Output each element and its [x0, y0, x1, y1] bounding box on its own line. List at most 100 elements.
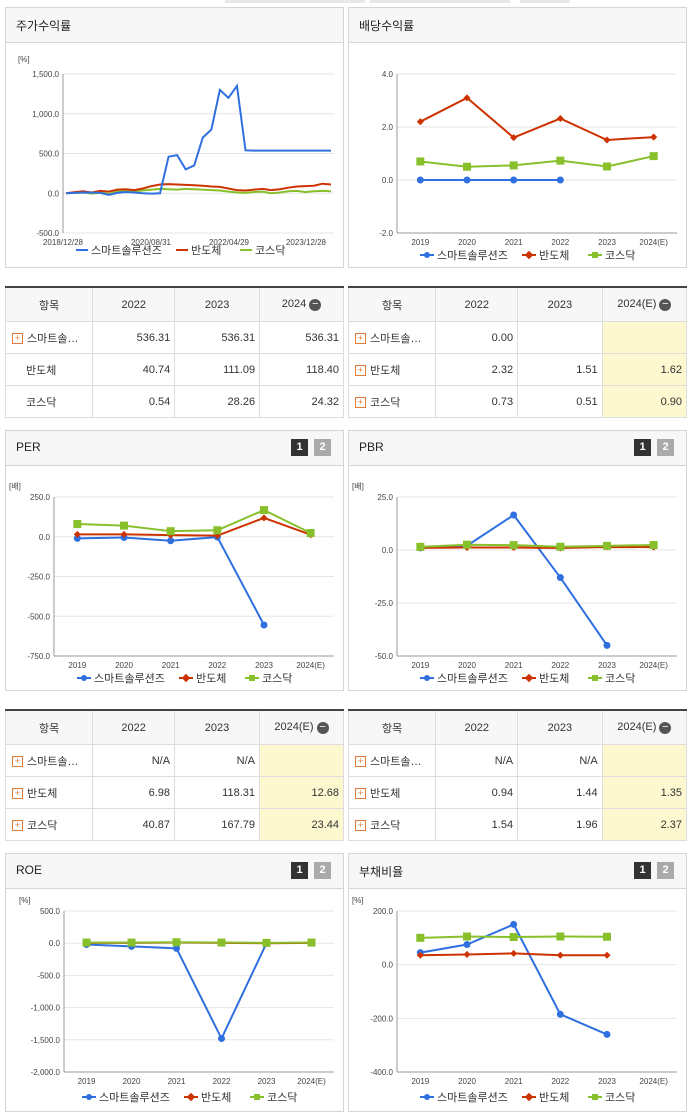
table-cell: 111.09: [174, 353, 261, 386]
x-tick-label: 2024(E): [639, 661, 668, 670]
data-point: [510, 949, 518, 957]
data-point: [260, 621, 268, 629]
row-label[interactable]: 코스닥: [4, 385, 94, 418]
table-cell: 1.54: [435, 808, 519, 841]
data-point: [509, 933, 518, 942]
data-point: [510, 176, 518, 184]
stock-return-panel: 주가수익률 [%] 1,500.0 1,000.0 500.0 0.0 -500.0 201…: [5, 7, 344, 268]
table-row: + 스마트솔… N/A N/A: [347, 744, 688, 777]
chart-mode-button-1[interactable]: 1: [634, 439, 651, 456]
x-tick-label: 2020: [115, 661, 133, 670]
x-tick-label: 2019: [411, 661, 429, 670]
x-tick-label: 2021: [162, 661, 180, 670]
table-cell: 118.31: [174, 776, 260, 809]
row-label[interactable]: + 코스닥: [347, 385, 437, 418]
legend-marker: [249, 675, 255, 681]
row-label[interactable]: + 코스닥: [347, 808, 437, 841]
x-tick-label: 2022/04/29: [209, 238, 250, 247]
expand-icon[interactable]: +: [355, 333, 366, 345]
row-label[interactable]: 반도체: [4, 353, 94, 386]
y-tick-label: -1,000.0: [31, 1004, 61, 1013]
column-header: 항목: [347, 709, 437, 745]
expand-icon[interactable]: +: [12, 333, 23, 345]
y-tick-label: 500.0: [40, 907, 61, 916]
unit-label: [%]: [18, 55, 30, 64]
legend-label: 코스닥: [255, 244, 285, 257]
chart-mode-button-2[interactable]: 2: [314, 439, 331, 456]
chart-mode-button-1[interactable]: 1: [291, 862, 308, 879]
series-line: [86, 942, 268, 1041]
legend-label: 코스닥: [262, 672, 292, 685]
chart-mode-button-2[interactable]: 2: [657, 862, 674, 879]
x-tick-label: 2023/12/28: [286, 238, 327, 247]
row-label[interactable]: + 반도체: [4, 776, 94, 809]
data-point: [173, 944, 180, 952]
row-label[interactable]: + 반도체: [347, 353, 437, 386]
row-label[interactable]: + 스마트솔…: [4, 744, 94, 777]
chart-mode-button-2[interactable]: 2: [657, 439, 674, 456]
row-label[interactable]: + 반도체: [347, 776, 437, 809]
data-point: [463, 950, 471, 959]
table-cell: 40.87: [92, 808, 176, 841]
y-tick-label: 0.0: [382, 961, 394, 970]
legend-label: 반도체: [196, 672, 226, 685]
legend-label: 반도체: [191, 244, 221, 257]
column-header: 2024(E) −: [258, 709, 345, 745]
row-label[interactable]: + 스마트솔…: [4, 321, 94, 354]
top-tab-stub: [370, 0, 510, 3]
table-row: + 스마트솔… N/A N/A: [4, 744, 345, 777]
expand-icon[interactable]: +: [12, 756, 23, 768]
data-point: [416, 542, 425, 551]
table-cell: N/A: [435, 744, 519, 777]
row-label[interactable]: + 스마트솔…: [347, 321, 437, 354]
chart-mode-button-1[interactable]: 1: [291, 439, 308, 456]
data-point: [603, 541, 611, 550]
stock-return-chart: [%]1,500.0 1,000.0 500.0 0.0 -500.02018/12/2…: [18, 55, 334, 257]
expand-icon[interactable]: +: [355, 365, 366, 377]
data-point: [650, 133, 658, 141]
x-tick-label: 2022: [208, 661, 226, 670]
row-label[interactable]: + 코스닥: [4, 808, 94, 841]
y-tick-label: -500.0: [36, 229, 59, 238]
legend-marker: [186, 1092, 196, 1102]
x-tick-label: 2021: [505, 238, 523, 247]
legend-label: 스마트솔루션즈: [437, 1091, 508, 1104]
series-line: [419, 96, 654, 141]
chart-mode-button-1[interactable]: 1: [634, 862, 651, 879]
legend-label: 반도체: [539, 249, 569, 262]
data-point: [217, 938, 226, 947]
data-point: [556, 176, 564, 184]
y-tick-label: 0.0: [382, 546, 394, 555]
expand-icon[interactable]: +: [355, 820, 366, 832]
column-header: 2022: [435, 286, 519, 322]
x-tick-label: 2019: [411, 1077, 429, 1086]
expand-icon[interactable]: +: [355, 788, 366, 800]
y-tick-label: -2.0: [379, 229, 393, 238]
x-tick-label: 2022: [551, 1077, 569, 1086]
x-tick-label: 2022: [551, 238, 569, 247]
y-tick-label: -750.0: [27, 652, 50, 661]
table-cell: N/A: [517, 744, 603, 777]
data-point: [603, 162, 611, 171]
panel-title: PER: [16, 440, 41, 454]
y-tick-label: -500.0: [37, 971, 60, 980]
table-cell: N/A: [92, 744, 176, 777]
legend-marker: [424, 1094, 430, 1100]
chart-mode-button-2[interactable]: 2: [314, 862, 331, 879]
expand-icon[interactable]: +: [12, 820, 23, 832]
collapse-icon[interactable]: −: [659, 298, 672, 311]
y-tick-label: 1,000.0: [32, 110, 59, 119]
x-tick-label: 2023: [255, 661, 273, 670]
collapse-icon[interactable]: −: [309, 298, 322, 311]
expand-icon[interactable]: +: [12, 788, 23, 800]
collapse-icon[interactable]: −: [316, 721, 329, 734]
data-point: [463, 932, 471, 941]
legend-label: 스마트솔루션즈: [437, 672, 508, 685]
collapse-icon[interactable]: −: [659, 721, 672, 734]
row-label[interactable]: + 스마트솔…: [347, 744, 437, 777]
expand-icon[interactable]: +: [355, 397, 366, 409]
expand-icon[interactable]: +: [355, 756, 366, 768]
table-cell: 28.26: [174, 385, 261, 418]
unit-label: [배]: [352, 482, 364, 491]
table-cell: 23.44: [258, 808, 345, 841]
